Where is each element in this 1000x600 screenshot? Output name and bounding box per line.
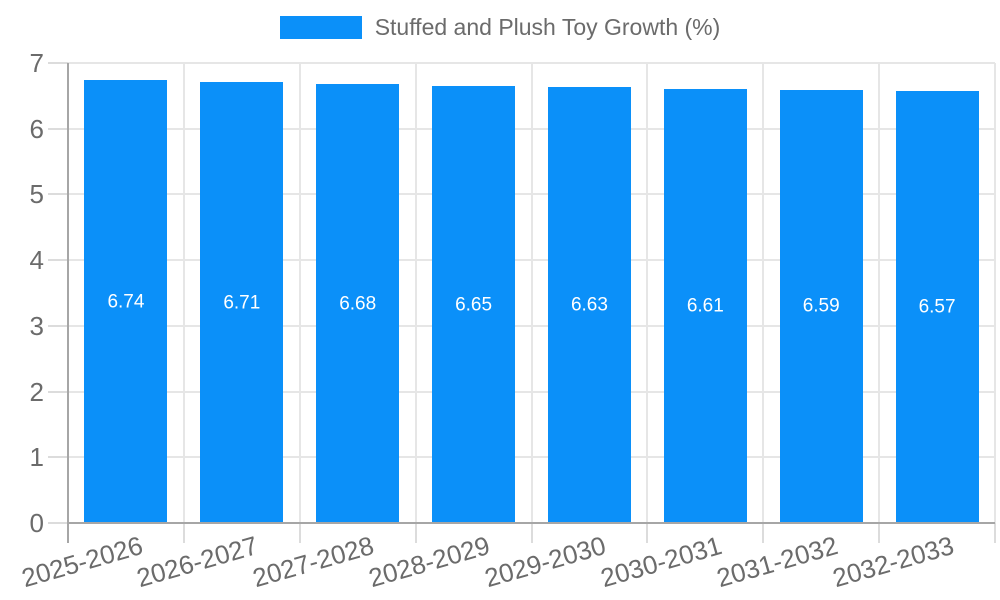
y-axis-tick (48, 259, 68, 262)
bar[interactable] (895, 91, 979, 523)
y-tick-label: 5 (29, 179, 44, 210)
y-axis-tick (48, 62, 68, 64)
x-axis-tick (646, 523, 649, 543)
v-gridline (878, 63, 881, 523)
y-tick-label: 0 (29, 508, 44, 538)
bar-value-label: 6.71 (223, 292, 261, 314)
y-tick-label: 7 (29, 48, 44, 78)
legend-item[interactable]: Stuffed and Plush Toy Growth (%) (0, 16, 1000, 39)
bar[interactable] (432, 86, 516, 523)
v-gridline (414, 63, 417, 523)
y-tick-label: 4 (29, 245, 44, 276)
x-axis-tick (994, 523, 996, 543)
y-axis-tick (48, 522, 68, 524)
bar[interactable] (316, 84, 400, 523)
y-tick-label: 3 (29, 310, 44, 341)
x-axis-tick (762, 523, 765, 543)
x-tick-label: 2026-2027 (133, 530, 262, 594)
x-tick-label: 2030-2031 (597, 530, 726, 594)
y-tick-label: 6 (29, 113, 44, 144)
bar-value-label: 6.59 (802, 295, 840, 317)
x-axis-tick (878, 523, 881, 543)
x-tick-label: 2027-2028 (249, 530, 378, 594)
bar-value-label: 6.74 (107, 291, 145, 313)
bar[interactable] (547, 87, 631, 523)
v-gridline (646, 63, 649, 523)
x-tick-label: 2025-2026 (17, 530, 146, 594)
x-tick-label: 2032-2033 (828, 530, 957, 594)
x-axis-tick (298, 523, 301, 543)
x-axis-line (67, 522, 995, 524)
bar-value-label: 6.68 (339, 293, 377, 314)
x-tick-label: 2029-2030 (481, 530, 610, 594)
y-axis-tick (48, 127, 68, 130)
legend-swatch (279, 16, 362, 39)
v-gridline (182, 63, 185, 523)
v-gridline (994, 63, 996, 523)
x-axis-tick (530, 523, 533, 543)
bar-value-label: 6.61 (686, 295, 724, 317)
y-axis-tick (48, 390, 68, 393)
y-axis-tick (48, 456, 68, 459)
x-tick-label: 2028-2029 (365, 530, 494, 594)
bar[interactable] (663, 88, 747, 523)
x-axis-tick (182, 523, 185, 543)
bar-value-label: 6.65 (455, 294, 493, 315)
v-gridline (530, 63, 533, 523)
x-axis-tick (414, 523, 417, 543)
x-tick-label: 2031-2032 (713, 530, 841, 594)
x-axis-tick (67, 523, 69, 543)
bar-value-label: 6.57 (918, 296, 956, 318)
bar[interactable] (200, 82, 284, 523)
y-tick-label: 2 (29, 376, 44, 407)
y-axis-line (67, 63, 69, 523)
v-gridline (762, 63, 765, 523)
y-axis-tick (48, 324, 68, 327)
bar[interactable] (779, 89, 863, 523)
y-axis-tick (48, 193, 68, 196)
bar[interactable] (84, 80, 168, 523)
bar-value-label: 6.63 (570, 294, 608, 316)
y-tick-label: 1 (29, 442, 44, 473)
v-gridline (298, 63, 301, 523)
legend-label: Stuffed and Plush Toy Growth (%) (374, 14, 721, 40)
